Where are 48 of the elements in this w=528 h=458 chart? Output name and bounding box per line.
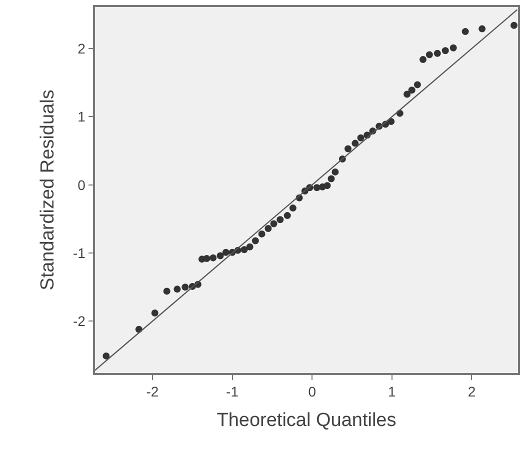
point xyxy=(324,182,331,190)
x-tick-label: 0 xyxy=(308,384,316,400)
point xyxy=(352,140,359,147)
point xyxy=(404,90,411,98)
point xyxy=(332,168,339,176)
point xyxy=(210,254,217,262)
point xyxy=(270,220,278,228)
x-tick-label: 1 xyxy=(388,384,396,400)
point xyxy=(462,28,469,36)
x-tick-label: -2 xyxy=(146,384,159,400)
point xyxy=(434,50,441,57)
point xyxy=(102,352,110,360)
point xyxy=(163,288,170,295)
x-axis-title: Theoretical Quantiles xyxy=(216,410,396,431)
point xyxy=(276,216,284,224)
point xyxy=(408,86,416,94)
point xyxy=(182,284,189,291)
point xyxy=(246,243,254,250)
point xyxy=(328,175,335,182)
point xyxy=(240,246,248,254)
point xyxy=(420,56,427,63)
point xyxy=(510,22,518,29)
x-tick-label: 2 xyxy=(468,384,476,400)
point xyxy=(151,310,158,317)
y-tick-label: 0 xyxy=(78,176,86,193)
point xyxy=(414,81,421,88)
point xyxy=(357,134,364,142)
point xyxy=(478,25,486,32)
point xyxy=(284,212,291,220)
point xyxy=(426,51,433,58)
y-axis-title: Standardized Residuals xyxy=(37,90,58,290)
y-tick-label: 1 xyxy=(78,108,86,125)
point xyxy=(289,204,296,212)
y-tick-label: 2 xyxy=(78,40,86,56)
point xyxy=(388,118,395,125)
point xyxy=(442,47,449,54)
point xyxy=(258,230,266,238)
point xyxy=(450,44,457,52)
point xyxy=(264,225,272,232)
x-tick-label: -1 xyxy=(226,384,239,400)
point xyxy=(174,286,181,293)
point xyxy=(252,237,259,244)
point xyxy=(222,248,230,256)
y-tick-label: -2 xyxy=(72,313,86,330)
y-tick-label: -1 xyxy=(72,244,86,261)
point xyxy=(203,255,210,262)
point xyxy=(344,145,352,152)
point xyxy=(216,252,224,260)
